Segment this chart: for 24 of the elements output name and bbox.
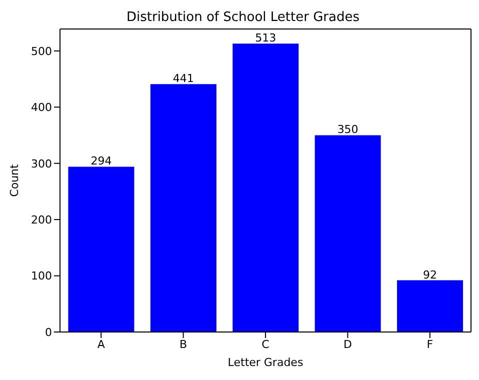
y-tick-label: 200	[31, 213, 52, 226]
x-tick-label: A	[97, 338, 106, 351]
bar	[68, 166, 134, 332]
x-tick-label: B	[180, 338, 188, 351]
data-label: 513	[255, 32, 276, 45]
y-tick-label: 300	[31, 157, 52, 170]
data-label: 441	[172, 72, 194, 86]
y-tick-label: 500	[31, 44, 52, 58]
y-tick-label: 100	[31, 270, 52, 283]
chart-title: Distribution of School Letter Grades	[125, 9, 361, 27]
y-axis-title: Count	[8, 163, 21, 197]
data-label: 294	[90, 154, 112, 168]
x-tick-label: C	[262, 338, 270, 351]
bar	[232, 44, 299, 332]
y-tick-label: 0	[45, 326, 52, 339]
bar	[150, 84, 216, 332]
data-label: 92	[423, 268, 438, 282]
bar	[397, 280, 464, 332]
x-axis-title: Letter Grades	[228, 356, 304, 369]
y-tick-label: 400	[31, 101, 52, 114]
data-label: 350	[337, 123, 358, 136]
bar	[314, 135, 381, 332]
x-tick-label: F	[426, 338, 434, 351]
x-tick-label: D	[343, 338, 352, 351]
